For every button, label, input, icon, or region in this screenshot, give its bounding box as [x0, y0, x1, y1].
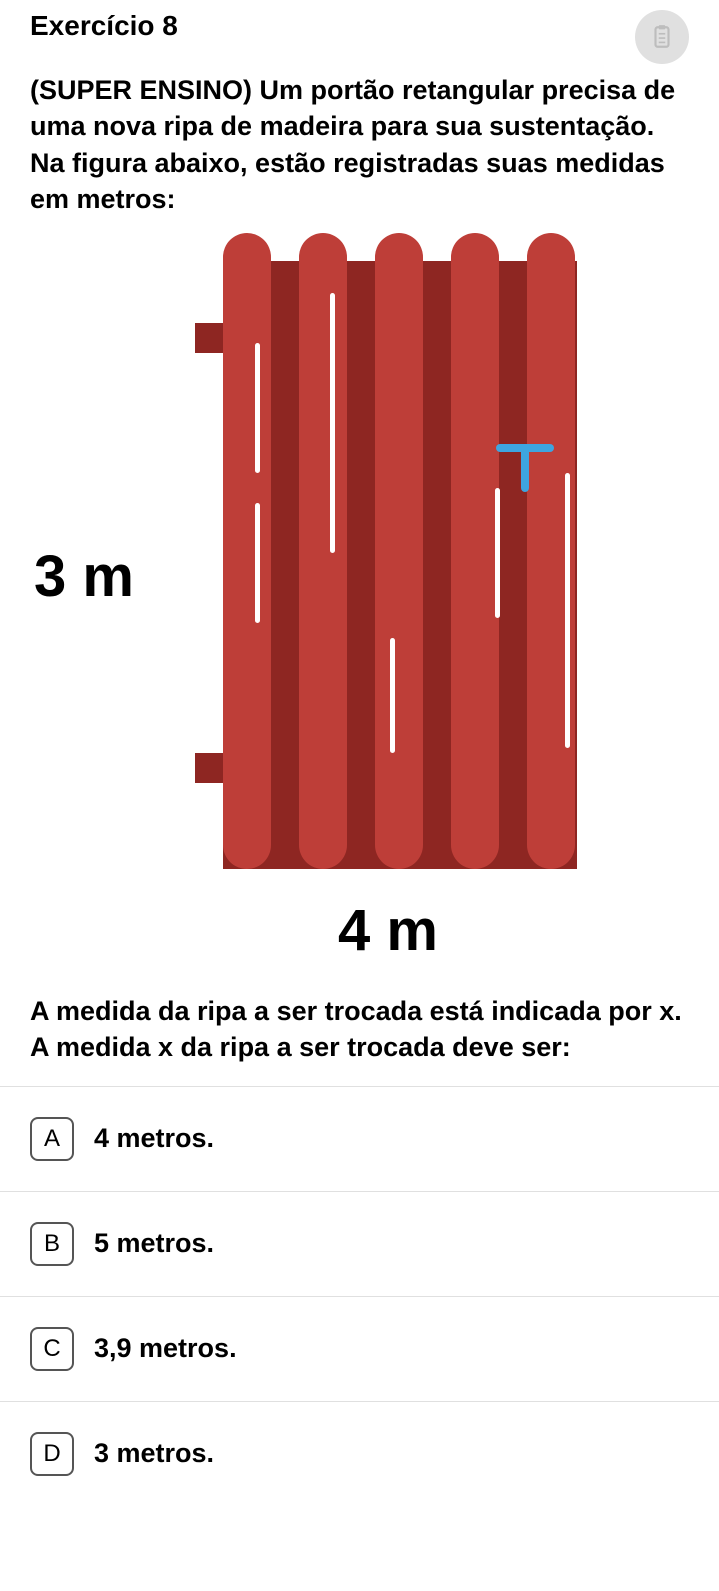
option-text: 5 metros.: [94, 1228, 214, 1259]
option-letter: D: [30, 1432, 74, 1476]
option-letter: A: [30, 1117, 74, 1161]
height-label: 3 m: [34, 543, 134, 610]
option-text: 4 metros.: [94, 1123, 214, 1154]
option-c[interactable]: C 3,9 metros.: [0, 1296, 719, 1401]
option-letter: B: [30, 1222, 74, 1266]
option-a[interactable]: A 4 metros.: [0, 1086, 719, 1191]
options-container: A 4 metros. B 5 metros. C 3,9 metros. D …: [0, 1086, 719, 1506]
option-text: 3 metros.: [94, 1438, 214, 1469]
clipboard-icon: [649, 24, 675, 50]
figure-container: 3 m 4 m: [0, 233, 719, 983]
width-label: 4 m: [338, 897, 438, 964]
option-text: 3,9 metros.: [94, 1333, 237, 1364]
exercise-title: Exercício 8: [30, 10, 178, 42]
gate-figure: [195, 233, 595, 883]
question-text: A medida da ripa a ser trocada está indi…: [0, 983, 719, 1086]
option-d[interactable]: D 3 metros.: [0, 1401, 719, 1506]
option-b[interactable]: B 5 metros.: [0, 1191, 719, 1296]
problem-text: (SUPER ENSINO) Um portão retangular prec…: [0, 64, 719, 233]
clipboard-button[interactable]: [635, 10, 689, 64]
option-letter: C: [30, 1327, 74, 1371]
